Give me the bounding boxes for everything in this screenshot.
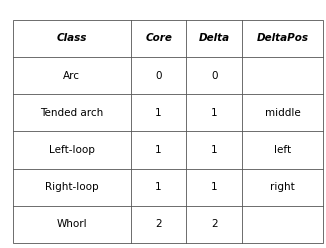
Text: Right-loop: Right-loop (45, 182, 99, 192)
Text: 1: 1 (155, 145, 162, 155)
Text: left: left (274, 145, 291, 155)
Text: 0: 0 (156, 71, 162, 81)
Text: 2: 2 (155, 219, 162, 229)
Text: 1: 1 (155, 108, 162, 118)
Text: Delta: Delta (199, 33, 230, 43)
Text: 1: 1 (211, 108, 218, 118)
Text: 2: 2 (211, 219, 218, 229)
Text: DeltaPos: DeltaPos (257, 33, 308, 43)
Text: 1: 1 (211, 145, 218, 155)
Text: Tended arch: Tended arch (40, 108, 104, 118)
Text: Core: Core (145, 33, 172, 43)
Text: 1: 1 (155, 182, 162, 192)
Text: Arc: Arc (63, 71, 81, 81)
Text: right: right (270, 182, 295, 192)
Text: 0: 0 (211, 71, 217, 81)
Text: middle: middle (265, 108, 300, 118)
Text: Whorl: Whorl (57, 219, 87, 229)
Text: 1: 1 (211, 182, 218, 192)
Text: Class: Class (57, 33, 87, 43)
Text: Left-loop: Left-loop (49, 145, 95, 155)
